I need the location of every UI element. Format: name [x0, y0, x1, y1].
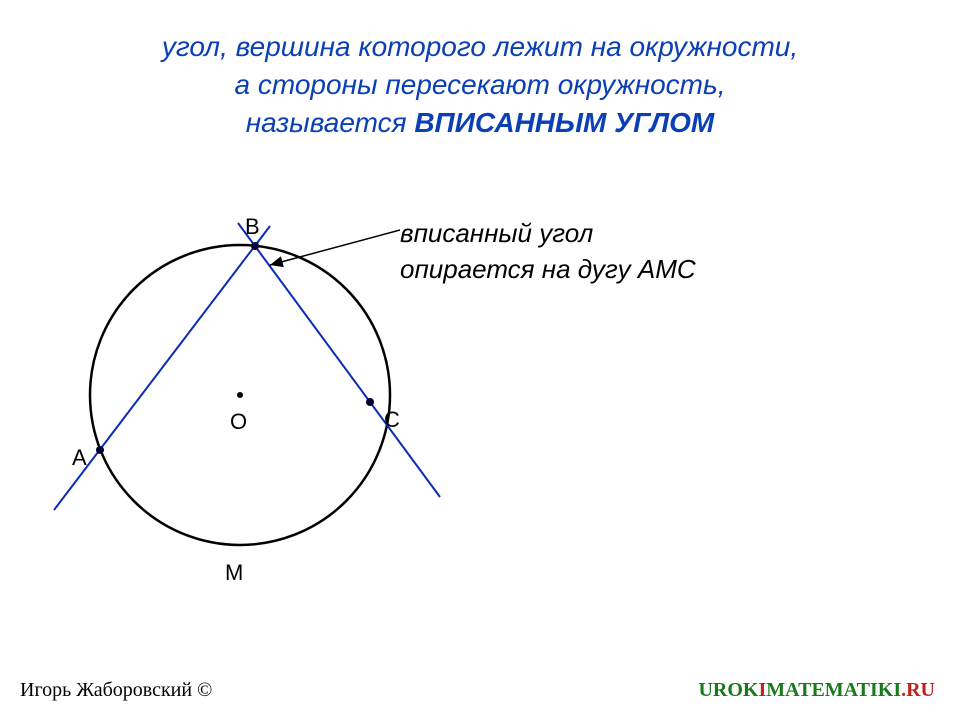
label-m: M: [225, 560, 243, 586]
label-b: B: [245, 214, 260, 240]
point-a-dot: [96, 446, 104, 454]
center-dot: [237, 392, 243, 398]
line-bc: [238, 223, 440, 497]
footer-author: Игорь Жаборовский ©: [20, 679, 212, 702]
point-c-dot: [366, 398, 374, 406]
footer-site-p1: UROK: [698, 679, 758, 701]
point-b-dot: [251, 242, 259, 250]
diagram-svg: [40, 190, 920, 630]
label-a: A: [72, 445, 87, 471]
title-line-3: называется ВПИСАННЫМ УГЛОМ: [0, 104, 960, 142]
footer-site-p3: MATEMATIKI: [766, 679, 901, 701]
title-line-3-prefix: называется: [246, 107, 415, 138]
annotation-arrow-head: [270, 256, 284, 267]
title-line-2: а стороны пересекают окружность,: [0, 66, 960, 104]
inscribed-angle-diagram: A B C M O: [40, 190, 920, 630]
annotation-arrow-line: [270, 230, 400, 265]
slide-title: угол, вершина которого лежит на окружнос…: [0, 28, 960, 141]
title-line-1: угол, вершина которого лежит на окружнос…: [0, 28, 960, 66]
footer-site: UROKIMATEMATIKI.RU: [698, 679, 935, 702]
label-o: O: [230, 409, 247, 435]
footer-site-p4: .RU: [901, 679, 935, 701]
title-line-3-emph: ВПИСАННЫМ УГЛОМ: [414, 107, 714, 138]
label-c: C: [384, 407, 400, 433]
